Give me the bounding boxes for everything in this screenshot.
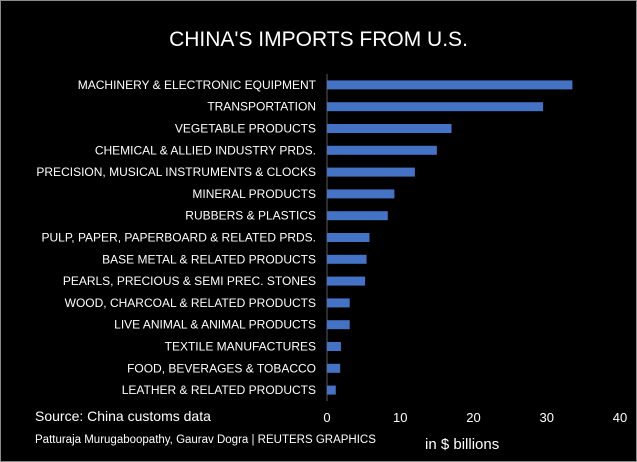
bar [327, 233, 370, 242]
x-tick-label: 40 [613, 410, 627, 425]
x-tick-label: 30 [540, 410, 554, 425]
x-axis-label: in $ billions [425, 436, 500, 453]
credit-line: Patturaja Murugaboopathy, Gaurav Dogra |… [35, 434, 376, 446]
bar [327, 363, 341, 373]
x-tick-label: 0 [323, 410, 330, 425]
bar [327, 298, 350, 308]
category-label: PULP, PAPER, PAPERBOARD & RELATED PRDS. [41, 231, 316, 245]
bar [327, 254, 367, 264]
bar [327, 102, 544, 112]
x-tick-label: 20 [466, 410, 480, 425]
bar [327, 167, 415, 177]
category-label: TRANSPORTATION [207, 100, 316, 114]
category-label: VEGETABLE PRODUCTS [175, 122, 316, 136]
bar [327, 385, 336, 395]
category-label: RUBBERS & PLASTICS [185, 209, 316, 223]
category-label: WOOD, CHARCOAL & RELATED PRODUCTS [65, 296, 316, 310]
bar [327, 189, 395, 199]
category-label: FOOD, BEVERAGES & TOBACCO [127, 361, 316, 375]
x-tick-label: 10 [393, 410, 407, 425]
bar [327, 211, 388, 221]
category-label: LIVE ANIMAL & ANIMAL PRODUCTS [114, 318, 316, 332]
chart-title: CHINA'S IMPORTS FROM U.S. [169, 28, 468, 51]
category-label: PEARLS, PRECIOUS & SEMI PREC. STONES [63, 274, 316, 288]
category-label: LEATHER & RELATED PRODUCTS [122, 383, 316, 397]
category-label: MINERAL PRODUCTS [192, 187, 316, 201]
category-label: MACHINERY & ELECTRONIC EQUIPMENT [78, 78, 317, 92]
bar [327, 145, 437, 155]
category-label: BASE METAL & RELATED PRODUCTS [102, 252, 316, 266]
bar [327, 320, 350, 330]
category-label: CHEMICAL & ALLIED INDUSTRY PRDS. [95, 143, 316, 157]
bar [327, 342, 341, 351]
category-label: PRECISION, MUSICAL INSTRUMENTS & CLOCKS [36, 165, 316, 179]
bar [327, 124, 452, 133]
source-note: Source: China customs data [35, 408, 211, 424]
bar [327, 80, 573, 90]
category-label: TEXTILE MANUFACTURES [165, 340, 316, 354]
bar [327, 276, 366, 286]
